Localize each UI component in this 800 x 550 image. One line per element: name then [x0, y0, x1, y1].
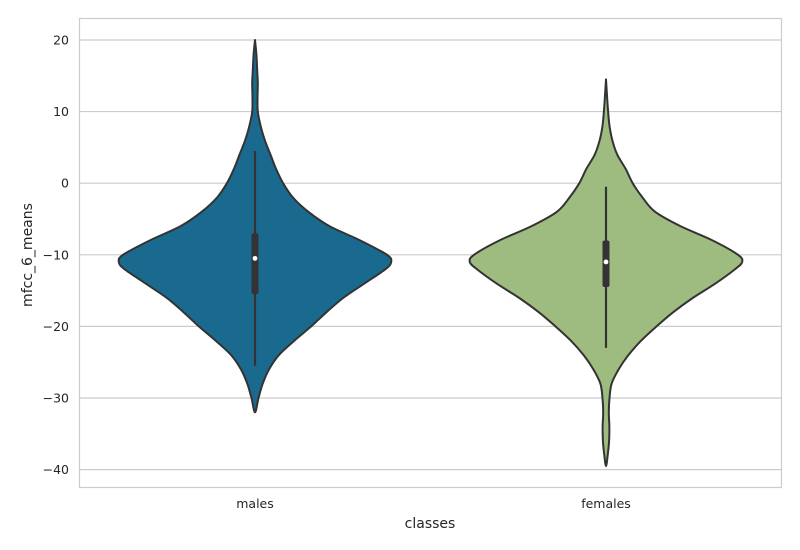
- y-tick-label: −20: [43, 319, 69, 334]
- x-tick-labels: males females: [236, 496, 631, 511]
- y-tick-label: 10: [53, 104, 69, 119]
- y-tick-labels: 20 10 0 −10 −20 −30 −40: [43, 32, 69, 477]
- y-tick-label: −30: [43, 390, 69, 405]
- y-tick-label: 0: [61, 176, 69, 191]
- y-tick-label: −10: [43, 247, 69, 262]
- violin-males: [117, 38, 393, 414]
- median-dot: [252, 255, 258, 261]
- x-tick-label: females: [581, 496, 631, 511]
- x-tick-label: males: [236, 496, 274, 511]
- plot-frame: [78, 17, 783, 489]
- x-axis-label: classes: [405, 516, 456, 532]
- median-dot: [603, 259, 609, 265]
- y-tick-label: −40: [43, 462, 69, 477]
- y-axis-label: mfcc_6_means: [20, 203, 36, 307]
- y-tick-label: 20: [53, 32, 69, 47]
- violin-females: [468, 78, 744, 468]
- violins: [117, 38, 744, 468]
- interquartile-box: [251, 233, 259, 295]
